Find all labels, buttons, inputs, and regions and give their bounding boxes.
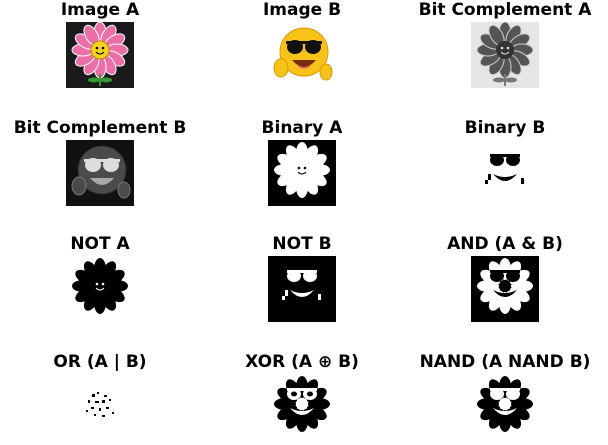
panel-bit-complement-b: Bit Complement B (0, 118, 200, 206)
panel-title: OR (A | B) (53, 352, 147, 372)
panel-title: Bit Complement A (418, 0, 592, 20)
panel-or: OR (A | B) (0, 352, 200, 440)
or-image (66, 374, 134, 440)
panel-image-b: Image B (202, 0, 402, 88)
xor-image (268, 374, 336, 440)
panel-xor: XOR (A ⊕ B) (202, 352, 402, 440)
panel-title: Image A (60, 0, 140, 20)
not-a-image (66, 256, 134, 322)
panel-bit-complement-a: Bit Complement A (405, 0, 605, 88)
panel-title: Binary B (464, 118, 546, 138)
and-image (471, 256, 539, 322)
panel-binary-a: Binary A (202, 118, 402, 206)
panel-title: AND (A & B) (447, 234, 563, 254)
panel-title: NOT A (70, 234, 130, 254)
bit-complement-b-image (66, 140, 134, 206)
panel-not-a: NOT A (0, 234, 200, 322)
panel-title: XOR (A ⊕ B) (245, 352, 359, 372)
panel-title: NAND (A NAND B) (419, 352, 591, 372)
panel-nand: NAND (A NAND B) (405, 352, 605, 440)
image-b-emoji (268, 22, 336, 88)
nand-image (471, 374, 539, 440)
panel-title: Image B (262, 0, 342, 20)
image-a-flower (66, 22, 134, 88)
binary-b-image (471, 140, 539, 206)
panel-image-a: Image A (0, 0, 200, 88)
panel-title: Bit Complement B (13, 118, 187, 138)
bit-complement-a-image (471, 22, 539, 88)
panel-not-b: NOT B (202, 234, 402, 322)
panel-title: Binary A (261, 118, 343, 138)
panel-title: NOT B (272, 234, 332, 254)
panel-and: AND (A & B) (405, 234, 605, 322)
panel-binary-b: Binary B (405, 118, 605, 206)
binary-a-image (268, 140, 336, 206)
not-b-image (268, 256, 336, 322)
